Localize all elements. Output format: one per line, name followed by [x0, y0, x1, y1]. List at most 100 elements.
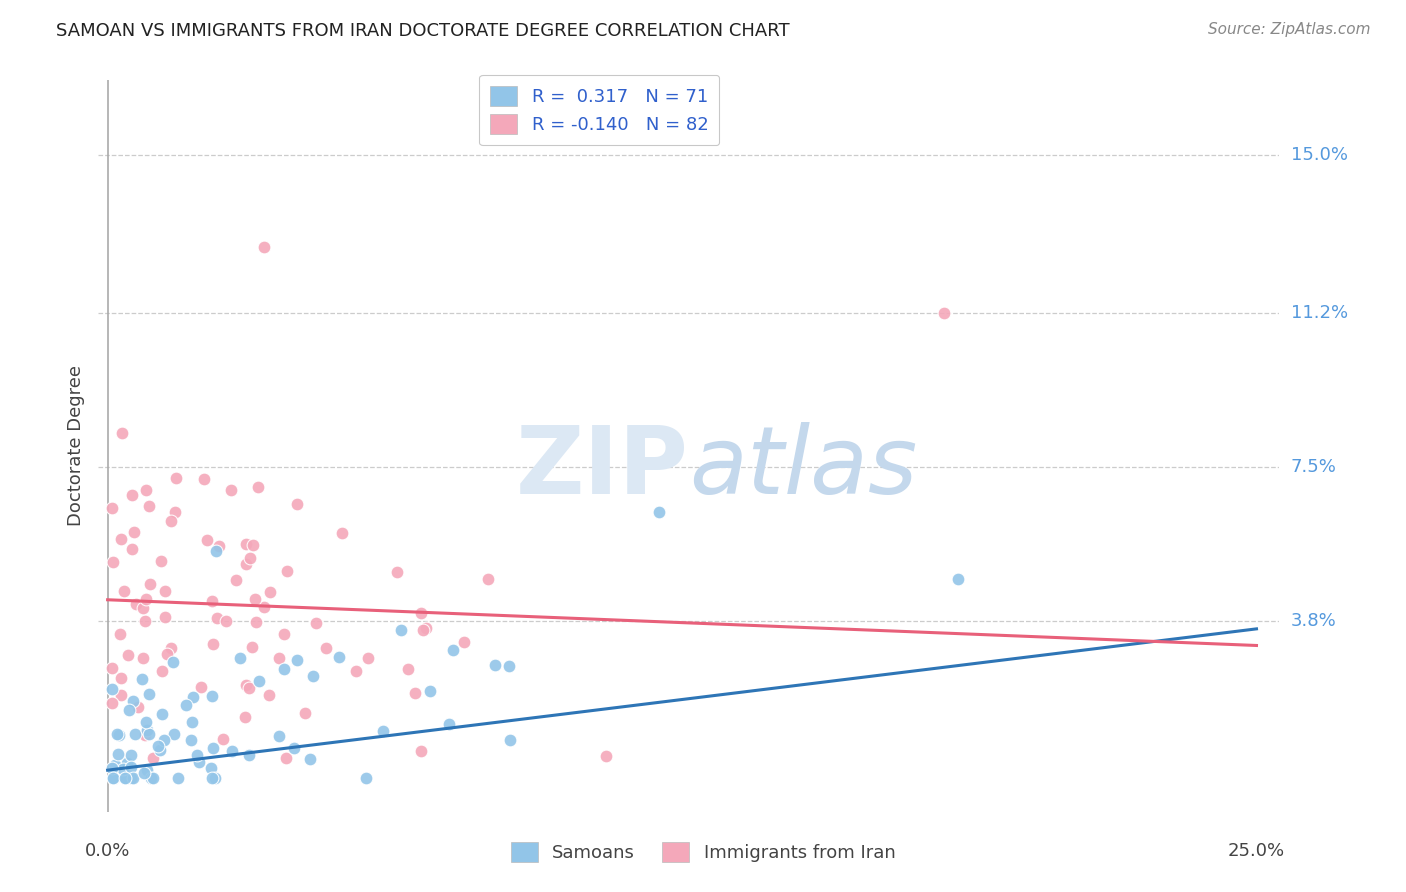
Point [202, 740, 225, 755]
Point [125, 597, 148, 611]
Point [356, 772, 378, 786]
Point [156, 647, 179, 661]
Point [162, 655, 184, 669]
Point [134, 614, 156, 628]
Point [142, 772, 165, 786]
Point [235, 537, 257, 551]
Point [195, 533, 218, 547]
Point [208, 539, 231, 553]
Point [101, 696, 124, 710]
Point [932, 306, 955, 320]
Point [181, 690, 204, 704]
Point [411, 606, 433, 620]
Point [299, 751, 322, 765]
Point [253, 239, 276, 253]
Point [121, 488, 143, 502]
Point [238, 747, 260, 762]
Point [273, 626, 295, 640]
Point [344, 664, 367, 678]
Point [595, 749, 617, 764]
Point [120, 772, 142, 786]
Point [139, 772, 162, 786]
Point [259, 584, 281, 599]
Text: 25.0%: 25.0% [1227, 842, 1285, 860]
Point [121, 542, 143, 557]
Text: SAMOAN VS IMMIGRANTS FROM IRAN DOCTORATE DEGREE CORRELATION CHART: SAMOAN VS IMMIGRANTS FROM IRAN DOCTORATE… [56, 22, 790, 40]
Y-axis label: Doctorate Degree: Doctorate Degree [66, 366, 84, 526]
Point [201, 689, 224, 703]
Point [103, 555, 125, 569]
Point [302, 669, 325, 683]
Point [153, 732, 176, 747]
Point [305, 615, 328, 630]
Point [443, 643, 465, 657]
Point [103, 772, 125, 786]
Point [131, 651, 153, 665]
Point [202, 637, 225, 651]
Point [190, 680, 212, 694]
Text: 15.0%: 15.0% [1291, 146, 1347, 164]
Point [225, 573, 247, 587]
Point [205, 544, 228, 558]
Point [135, 483, 157, 497]
Point [193, 472, 215, 486]
Legend: R =  0.317   N = 71, R = -0.140   N = 82: R = 0.317 N = 71, R = -0.140 N = 82 [479, 75, 720, 145]
Point [285, 497, 308, 511]
Point [159, 514, 181, 528]
Point [287, 653, 309, 667]
Point [121, 772, 143, 786]
Text: 11.2%: 11.2% [1291, 304, 1348, 322]
Point [242, 538, 264, 552]
Point [412, 623, 434, 637]
Point [328, 650, 350, 665]
Legend: Samoans, Immigrants from Iran: Samoans, Immigrants from Iran [503, 834, 903, 870]
Point [139, 577, 162, 591]
Point [114, 772, 136, 786]
Point [148, 739, 170, 754]
Point [238, 681, 260, 696]
Text: 3.8%: 3.8% [1291, 612, 1336, 630]
Point [373, 723, 395, 738]
Point [120, 760, 142, 774]
Point [127, 700, 149, 714]
Point [104, 758, 127, 772]
Point [648, 506, 671, 520]
Point [112, 583, 135, 598]
Point [477, 572, 499, 586]
Point [221, 744, 243, 758]
Text: Source: ZipAtlas.com: Source: ZipAtlas.com [1208, 22, 1371, 37]
Point [122, 524, 145, 539]
Point [135, 591, 157, 606]
Text: 7.5%: 7.5% [1291, 458, 1337, 475]
Point [108, 728, 131, 742]
Point [229, 650, 252, 665]
Point [122, 693, 145, 707]
Point [187, 755, 209, 769]
Text: ZIP: ZIP [516, 422, 689, 514]
Point [219, 483, 242, 497]
Point [142, 750, 165, 764]
Point [120, 747, 142, 762]
Point [174, 698, 197, 712]
Point [181, 714, 204, 729]
Point [153, 584, 176, 599]
Point [111, 762, 134, 776]
Point [235, 678, 257, 692]
Point [294, 706, 316, 720]
Point [269, 651, 291, 665]
Point [101, 772, 124, 786]
Point [115, 772, 138, 786]
Point [134, 728, 156, 742]
Point [110, 688, 132, 702]
Point [107, 747, 129, 761]
Point [163, 727, 186, 741]
Point [357, 650, 380, 665]
Point [247, 674, 270, 689]
Point [330, 525, 353, 540]
Point [212, 732, 235, 747]
Point [159, 640, 181, 655]
Point [149, 554, 172, 568]
Point [439, 716, 461, 731]
Point [136, 763, 159, 777]
Point [132, 765, 155, 780]
